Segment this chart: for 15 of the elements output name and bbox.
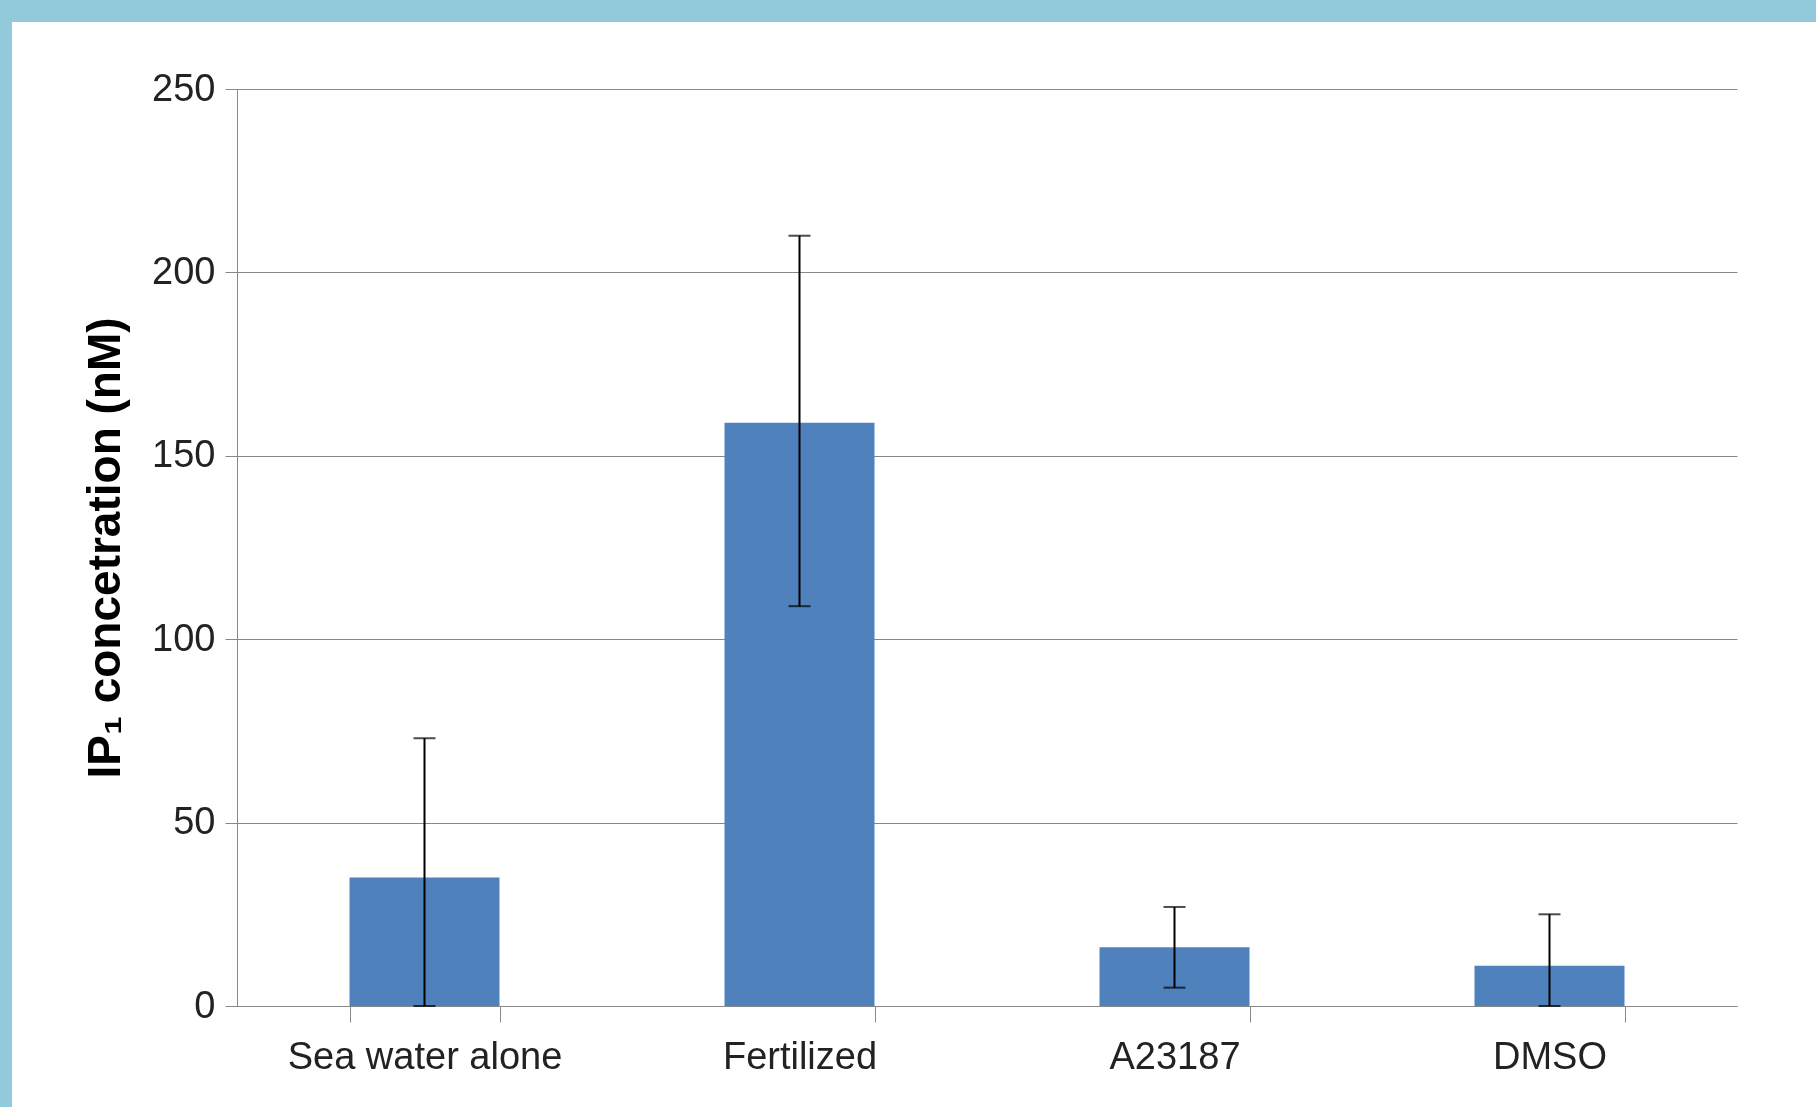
y-tick-label: 150 [152,433,216,476]
x-tick-label: Sea water alone [287,1034,563,1077]
x-tick-label: Fertilized [722,1034,878,1077]
x-tick-label: A23187 [1109,1034,1241,1077]
x-tick-label: DMSO [1493,1034,1607,1077]
y-tick-label: 0 [194,983,216,1026]
bar [1474,965,1625,1006]
y-tick-label: 100 [152,616,216,659]
y-tick-label: 50 [173,800,216,843]
bar [724,422,875,1006]
y-tick-label: 200 [152,249,216,292]
bar [349,877,500,1006]
y-tick-label: 250 [152,66,216,109]
bar [1099,947,1250,1006]
y-axis-title: IP₁ concetration (nM) [78,317,131,779]
